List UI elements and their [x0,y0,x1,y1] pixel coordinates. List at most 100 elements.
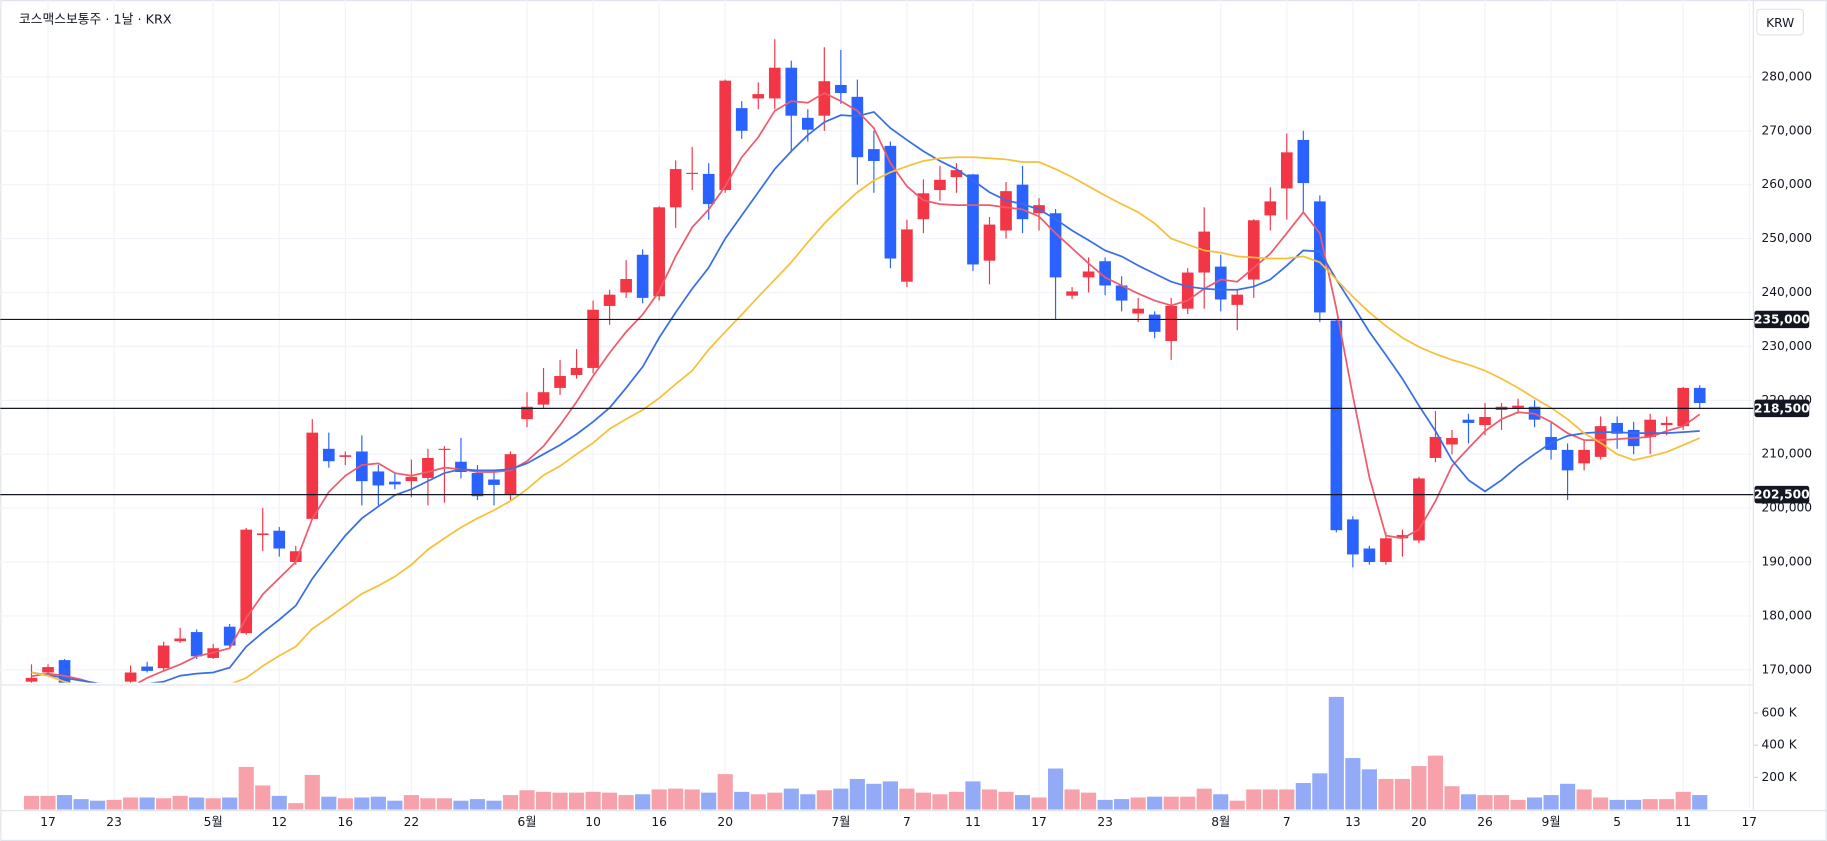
candle-body [256,533,269,536]
volume-bar [238,766,254,810]
candle-body [1578,449,1590,464]
y-tick-label: 260,000 [1761,177,1812,191]
candle-body [306,432,319,519]
candle-body [967,174,979,265]
volume-bar [1642,799,1658,810]
candle-body [1099,261,1111,286]
candle-body [438,448,451,450]
volume-bar [1444,786,1460,810]
y-tick-label: 270,000 [1761,123,1812,137]
x-tick-label: 7 [1283,815,1291,829]
candle-body [157,645,170,669]
volume-bar [602,792,618,810]
y-tick-label: 180,000 [1761,608,1812,622]
candle-body [1082,271,1095,278]
candle-body [273,530,286,549]
candle-body [702,173,715,205]
candle-body [1693,387,1706,403]
x-tick-label: 20 [717,815,733,829]
volume-bar [932,794,948,810]
moving-average-line [31,92,1701,683]
candle-body [868,149,880,161]
volume-bar [222,797,238,810]
volume-bar [387,800,403,810]
volume-bar [618,795,634,810]
volume-bar [552,792,568,810]
candle-body [405,476,418,482]
volume-bar [1246,789,1262,810]
x-tick-label: 16 [651,815,667,829]
price-line-label: 235,000 [1754,313,1810,327]
volume-bar [1180,796,1196,810]
volume-bar [568,792,585,810]
volume-bar [1295,782,1311,810]
volume-bar [1692,795,1708,810]
candle-body [1380,538,1392,562]
volume-bar [668,788,684,810]
candle-body [1462,419,1475,423]
volume-bar [965,781,981,810]
volume-bar [106,799,122,810]
x-tick-label: 13 [1345,815,1361,829]
candle-body [1330,320,1343,531]
volume-bar [1394,778,1410,810]
x-tick-label: 8월 [1211,815,1230,829]
candle-body [521,406,533,420]
candle-body [554,376,566,388]
candle-body [1066,291,1078,296]
candle-body [1446,438,1458,445]
volume-bar [1097,799,1113,810]
x-tick-label: 26 [1477,815,1493,829]
x-tick-label: 9월 [1542,815,1561,829]
moving-average-line [31,156,1701,683]
candle-body [58,660,71,683]
candle-body [488,479,500,485]
volume-bar [651,789,667,810]
candle-body [1148,314,1161,332]
volume-bar [1262,789,1278,810]
currency-button[interactable] [1756,8,1805,36]
candle-body [141,666,153,671]
currency-label[interactable]: KRW [1766,16,1794,30]
volume-bar [23,795,40,810]
volume-bar [1411,766,1427,810]
volume-bar [1626,799,1642,810]
candle-body [1264,201,1277,216]
volume-bar [436,798,452,810]
candle-body [124,672,137,682]
volume-bar [1047,768,1064,810]
y-tick-label: 240,000 [1761,285,1812,299]
volume-bar [750,794,766,810]
candle-body [835,84,847,94]
x-tick-label: 17 [1031,815,1047,829]
volume-bar [915,792,931,810]
volume-bar [1014,795,1031,810]
candle-body [603,294,616,306]
volume-bar [1560,783,1576,810]
candle-body [372,471,385,486]
candle-body [950,170,963,178]
candle-body [1611,422,1623,434]
volume-bar [1312,773,1328,810]
candle-body [1198,231,1211,273]
volume-bar [453,800,469,810]
candle-body [289,551,302,562]
volume-bar [172,795,188,810]
volume-bar [535,791,552,810]
candle-body [636,254,649,298]
volume-bar [205,798,221,810]
candle-body [1677,387,1690,427]
volume-bar [288,803,304,810]
candle-body [768,67,781,99]
x-tick-label: 5월 [204,815,223,829]
volume-bar [1114,799,1130,810]
volume-bar [502,795,519,810]
candle-body [1347,519,1359,555]
volume-bar [304,774,320,810]
candle-body [1512,405,1524,408]
x-tick-label: 20 [1411,815,1427,829]
y-tick-label: 250,000 [1761,231,1812,245]
volume-bar [734,791,750,810]
